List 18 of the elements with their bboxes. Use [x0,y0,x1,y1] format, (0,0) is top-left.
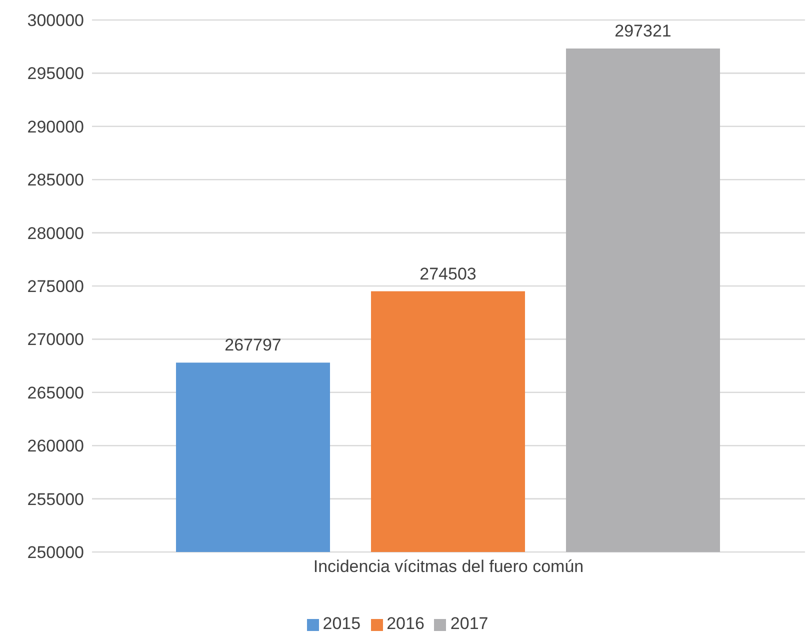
y-tick-label: 255000 [27,490,84,509]
y-tick-label: 270000 [27,330,84,350]
y-tick-label: 250000 [27,543,84,562]
legend-label: 2017 [450,614,488,633]
y-tick-label: 265000 [27,383,84,402]
y-tick-label: 260000 [27,436,84,456]
y-tick-label: 295000 [27,64,84,84]
x-tick-label: Incidencia vícitmas del fuero común [313,557,584,576]
y-tick-label: 300000 [27,11,84,30]
data-label: 297321 [614,22,672,41]
data-label: 274503 [420,264,476,284]
data-label: 267797 [224,336,282,355]
legend-label: 2016 [386,614,424,633]
y-tick-label: 285000 [27,170,84,190]
y-tick-label: 275000 [27,277,84,296]
legend-label: 2015 [322,614,361,633]
y-tick-label: 280000 [27,224,84,243]
y-tick-label: 290000 [27,117,84,136]
